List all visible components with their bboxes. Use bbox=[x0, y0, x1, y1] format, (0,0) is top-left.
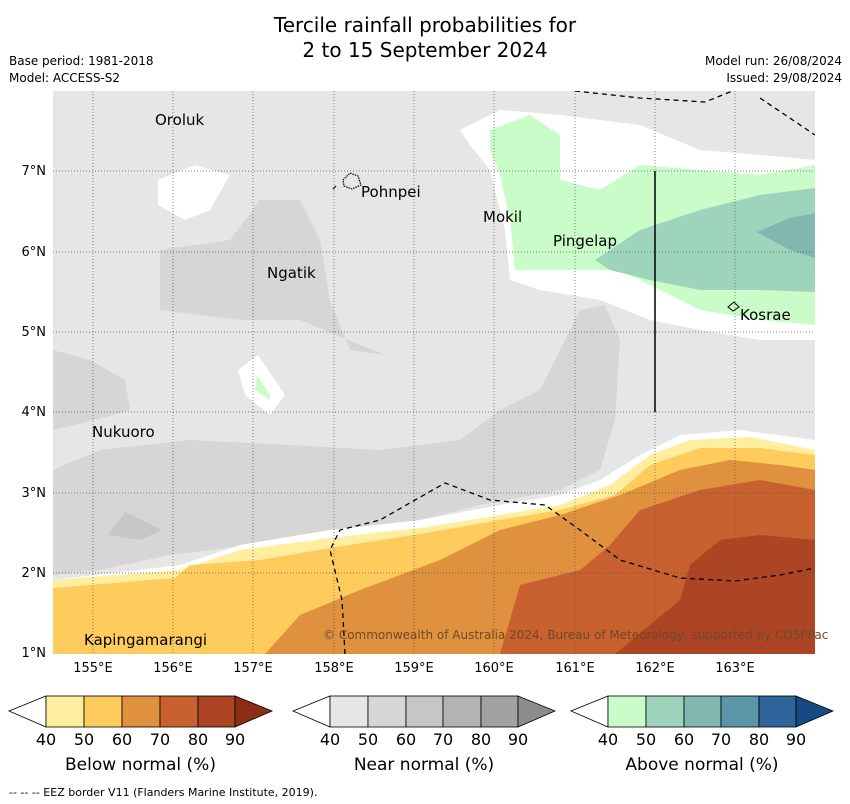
lon-tick-158e: 158°E bbox=[314, 661, 354, 676]
cbar-above-bin-1 bbox=[607, 695, 647, 728]
cbar-above-extend-high bbox=[795, 695, 835, 728]
kosrae-island bbox=[727, 301, 740, 312]
cbar-above-tick: 80 bbox=[748, 730, 770, 749]
cbar-below-extend-low bbox=[7, 695, 47, 728]
cbar-near-title: Near normal (%) bbox=[353, 755, 495, 775]
lon-tick-161e: 161°E bbox=[555, 661, 595, 676]
place-kapingamarangi: Kapingamarangi bbox=[84, 631, 208, 649]
cbar-near-extend-high bbox=[517, 695, 557, 728]
map-title: Tercile rainfall probabilities for 2 to … bbox=[0, 13, 850, 63]
cbar-below-bin-3 bbox=[121, 695, 161, 728]
cbar-near-bin-2 bbox=[367, 695, 407, 728]
cbar-below-tick: 70 bbox=[149, 730, 171, 749]
model-run: Model run: 26/08/2024 bbox=[704, 54, 842, 68]
near-normal-60-patch bbox=[108, 512, 162, 540]
model-name: Model: ACCESS-S2 bbox=[9, 71, 121, 85]
cbar-near-bin-1 bbox=[329, 695, 369, 728]
meta-right: Model run: 26/08/2024 Issued: 29/08/2024 bbox=[705, 53, 842, 87]
cbar-near-tick: 80 bbox=[470, 730, 492, 749]
near-normal-50-patch-ngatik bbox=[160, 200, 385, 355]
cbar-near-tick: 90 bbox=[507, 730, 529, 749]
cbar-near-extend-low bbox=[291, 695, 331, 728]
cbar-above-bin-2 bbox=[645, 695, 685, 728]
lat-tick-4n: 4°N bbox=[21, 405, 47, 420]
cbar-near-tick: 50 bbox=[357, 730, 379, 749]
lat-tick-1n: 1°N bbox=[21, 646, 47, 661]
cbar-above-extend-low bbox=[569, 695, 609, 728]
islet-mark bbox=[332, 185, 337, 190]
cbar-below-tick: 40 bbox=[35, 730, 57, 749]
cbar-below-extend-high bbox=[234, 695, 274, 728]
lat-tick-6n: 6°N bbox=[21, 245, 47, 260]
cbar-near-bin-5 bbox=[480, 695, 519, 728]
place-kosrae: Kosrae bbox=[740, 306, 791, 324]
cbar-above-tick: 90 bbox=[785, 730, 807, 749]
above-normal-small-patch bbox=[255, 375, 270, 400]
eez-footnote: -- -- -- EEZ border V11 (Flanders Marine… bbox=[9, 786, 318, 799]
colorbar-near-normal bbox=[291, 695, 557, 728]
cbar-near-bin-3 bbox=[405, 695, 444, 728]
cbar-above-bin-5 bbox=[758, 695, 797, 728]
gridlines bbox=[53, 91, 815, 654]
cbar-below-tick: 50 bbox=[73, 730, 95, 749]
lat-tick-3n: 3°N bbox=[21, 486, 47, 501]
cbar-above-bin-3 bbox=[683, 695, 722, 728]
lon-tick-159e: 159°E bbox=[394, 661, 434, 676]
above-normal-60-region bbox=[757, 213, 815, 258]
map-field bbox=[53, 91, 815, 654]
lat-tick-5n: 5°N bbox=[21, 325, 47, 340]
cbar-below-tick: 60 bbox=[111, 730, 133, 749]
lat-tick-2n: 2°N bbox=[21, 566, 47, 581]
lon-tick-162e: 162°E bbox=[635, 661, 675, 676]
cbar-below-bin-2 bbox=[83, 695, 123, 728]
cbar-above-tick: 40 bbox=[597, 730, 619, 749]
meta-left: Base period: 1981-2018 Model: ACCESS-S2 bbox=[9, 53, 154, 87]
cbar-below-bin-1 bbox=[45, 695, 85, 728]
cbar-below-bin-5 bbox=[197, 695, 236, 728]
copyright-notice: © Commonwealth of Australia 2024, Bureau… bbox=[323, 628, 829, 642]
lat-tick-7n: 7°N bbox=[21, 164, 47, 179]
lon-tick-163e: 163°E bbox=[715, 661, 755, 676]
white-patch-north bbox=[158, 165, 230, 220]
place-pohnpei: Pohnpei bbox=[361, 183, 421, 201]
cbar-above-bin-4 bbox=[720, 695, 760, 728]
cbar-below-bin-4 bbox=[159, 695, 199, 728]
colorbar-below-normal bbox=[7, 695, 274, 728]
above-normal-50-region bbox=[595, 188, 815, 292]
lon-tick-155e: 155°E bbox=[73, 661, 113, 676]
place-mokil: Mokil bbox=[483, 208, 523, 226]
cbar-below-tick: 80 bbox=[187, 730, 209, 749]
cbar-near-tick: 60 bbox=[395, 730, 417, 749]
below-normal-80-region bbox=[615, 535, 815, 654]
base-period: Base period: 1981-2018 bbox=[9, 54, 154, 68]
colorbar-above-normal bbox=[569, 695, 835, 728]
cbar-near-bin-4 bbox=[442, 695, 482, 728]
cbar-above-tick: 50 bbox=[635, 730, 657, 749]
title-line-2: 2 to 15 September 2024 bbox=[302, 38, 548, 62]
cbar-above-tick: 70 bbox=[710, 730, 732, 749]
near-normal-50-patch-south bbox=[53, 305, 620, 575]
cbar-above-title: Above normal (%) bbox=[625, 755, 779, 775]
lon-tick-157e: 157°E bbox=[233, 661, 273, 676]
cbar-near-tick: 40 bbox=[319, 730, 341, 749]
lon-tick-156e: 156°E bbox=[153, 661, 193, 676]
near-normal-50-patch-west bbox=[53, 350, 130, 430]
cbar-below-tick: 90 bbox=[224, 730, 246, 749]
place-ngatik: Ngatik bbox=[267, 264, 316, 282]
cbar-above-tick: 60 bbox=[673, 730, 695, 749]
cbar-near-tick: 70 bbox=[432, 730, 454, 749]
pohnpei-island bbox=[342, 172, 362, 190]
place-nukuoro: Nukuoro bbox=[92, 423, 155, 441]
cbar-below-title: Below normal (%) bbox=[65, 755, 216, 775]
place-pingelap: Pingelap bbox=[553, 232, 618, 250]
lon-tick-160e: 160°E bbox=[474, 661, 514, 676]
eez-border bbox=[329, 91, 815, 654]
place-oroluk: Oroluk bbox=[155, 111, 205, 129]
title-line-1: Tercile rainfall probabilities for bbox=[273, 13, 577, 37]
issued-date: Issued: 29/08/2024 bbox=[726, 71, 842, 85]
